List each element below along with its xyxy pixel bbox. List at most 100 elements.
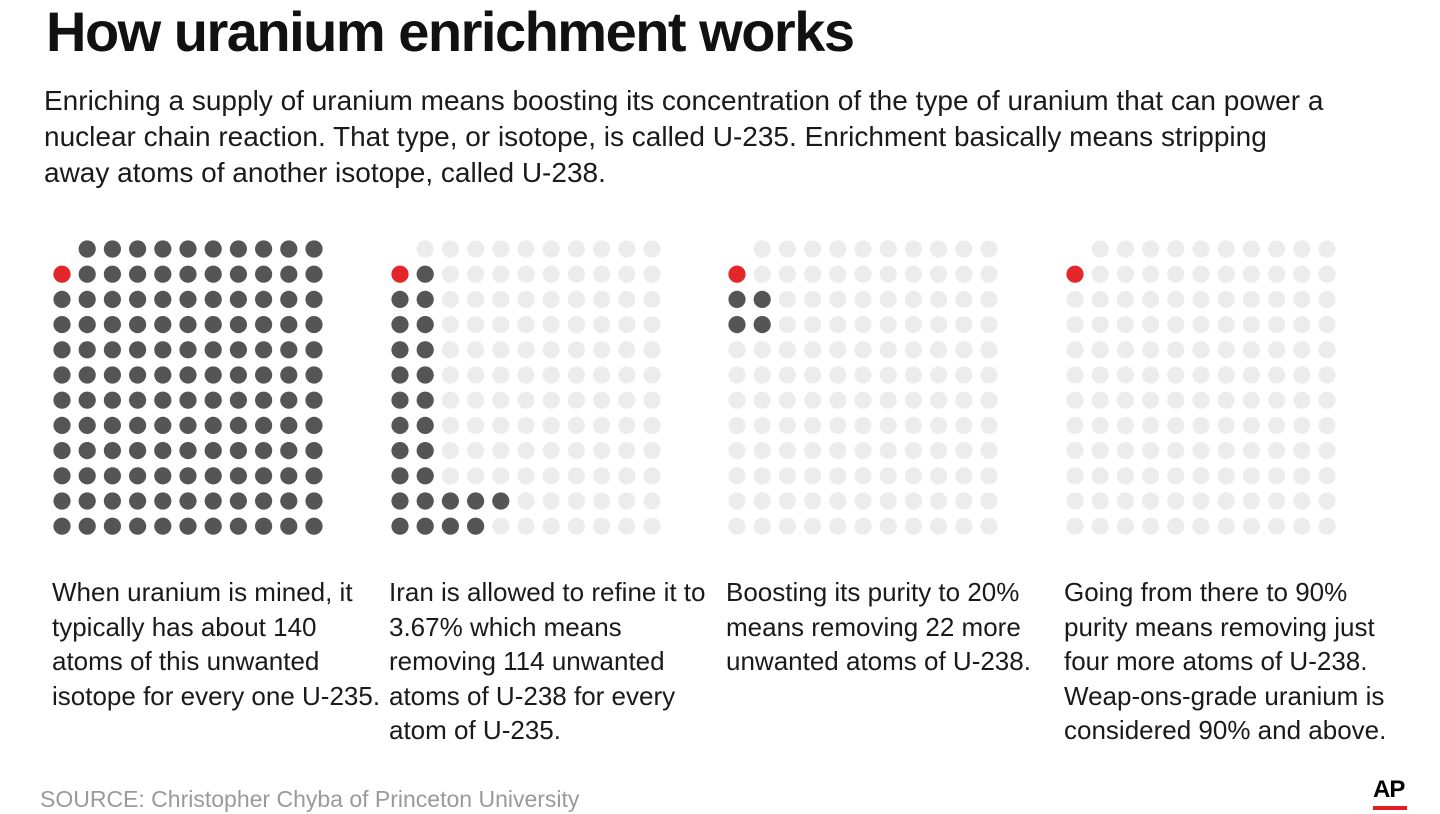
u238-atom: [305, 290, 323, 308]
u238-atom: [416, 290, 434, 308]
removed-u238-atom: [1116, 442, 1134, 460]
removed-u238-atom: [804, 442, 822, 460]
removed-u238-atom: [778, 467, 796, 485]
removed-u238-atom: [778, 391, 796, 409]
u238-atom: [305, 240, 323, 258]
removed-u238-atom: [593, 366, 611, 384]
removed-u238-atom: [1142, 467, 1160, 485]
removed-u238-atom: [441, 265, 459, 283]
u238-atom: [229, 517, 247, 535]
u238-atom: [305, 416, 323, 434]
removed-u238-atom: [567, 467, 585, 485]
removed-u238-atom: [930, 492, 948, 510]
removed-u238-atom: [1268, 467, 1286, 485]
removed-u238-atom: [517, 341, 535, 359]
u238-atom: [103, 265, 121, 283]
removed-u238-atom: [1167, 492, 1185, 510]
removed-u238-atom: [829, 416, 847, 434]
removed-u238-atom: [593, 517, 611, 535]
removed-u238-atom: [567, 391, 585, 409]
removed-u238-atom: [753, 391, 771, 409]
removed-u238-atom: [980, 316, 998, 334]
removed-u238-atom: [643, 467, 661, 485]
removed-u238-atom: [441, 341, 459, 359]
removed-u238-atom: [829, 366, 847, 384]
removed-u238-atom: [1293, 341, 1311, 359]
removed-u238-atom: [829, 442, 847, 460]
u238-atom: [103, 341, 121, 359]
removed-u238-atom: [643, 416, 661, 434]
removed-u238-atom: [1167, 366, 1185, 384]
u238-atom: [492, 492, 510, 510]
removed-u238-atom: [955, 416, 973, 434]
waffle-panel-20-percent: [727, 234, 1027, 564]
removed-u238-atom: [778, 316, 796, 334]
removed-u238-atom: [1091, 517, 1109, 535]
removed-u238-atom: [930, 517, 948, 535]
removed-u238-atom: [1192, 416, 1210, 434]
removed-u238-atom: [492, 416, 510, 434]
removed-u238-atom: [930, 290, 948, 308]
removed-u238-atom: [854, 240, 872, 258]
removed-u238-atom: [542, 492, 560, 510]
removed-u238-atom: [441, 391, 459, 409]
removed-u238-atom: [930, 240, 948, 258]
u238-atom: [305, 391, 323, 409]
removed-u238-atom: [955, 265, 973, 283]
removed-u238-atom: [567, 517, 585, 535]
u238-atom: [391, 290, 409, 308]
removed-u238-atom: [1268, 391, 1286, 409]
removed-u238-atom: [1116, 492, 1134, 510]
removed-u238-atom: [1091, 467, 1109, 485]
removed-u238-atom: [567, 240, 585, 258]
u235-atom: [1066, 265, 1084, 283]
removed-u238-atom: [955, 290, 973, 308]
removed-u238-atom: [955, 442, 973, 460]
removed-u238-atom: [1242, 442, 1260, 460]
u238-atom: [129, 265, 147, 283]
removed-u238-atom: [441, 442, 459, 460]
removed-u238-atom: [980, 492, 998, 510]
removed-u238-atom: [542, 240, 560, 258]
removed-u238-atom: [542, 416, 560, 434]
removed-u238-atom: [1192, 442, 1210, 460]
u238-atom: [255, 416, 273, 434]
removed-u238-atom: [542, 391, 560, 409]
removed-u238-atom: [1318, 517, 1336, 535]
removed-u238-atom: [517, 240, 535, 258]
removed-u238-atom: [778, 442, 796, 460]
removed-u238-atom: [643, 492, 661, 510]
removed-u238-atom: [1217, 316, 1235, 334]
u238-atom: [78, 290, 96, 308]
removed-u238-atom: [1293, 265, 1311, 283]
removed-u238-atom: [1167, 442, 1185, 460]
removed-u238-atom: [593, 467, 611, 485]
removed-u238-atom: [980, 416, 998, 434]
removed-u238-atom: [1091, 290, 1109, 308]
removed-u238-atom: [618, 341, 636, 359]
u238-atom: [103, 240, 121, 258]
removed-u238-atom: [1116, 240, 1134, 258]
u238-atom: [305, 517, 323, 535]
u238-atom: [305, 265, 323, 283]
u238-atom: [416, 416, 434, 434]
infographic-title: How uranium enrichment works: [46, 0, 855, 63]
removed-u238-atom: [492, 366, 510, 384]
u238-atom: [154, 316, 172, 334]
removed-u238-atom: [618, 240, 636, 258]
u238-atom: [53, 366, 71, 384]
u238-atom: [78, 391, 96, 409]
u238-atom: [753, 316, 771, 334]
removed-u238-atom: [829, 391, 847, 409]
u238-atom: [728, 290, 746, 308]
u238-atom: [280, 416, 298, 434]
removed-u238-atom: [804, 492, 822, 510]
u238-atom: [154, 442, 172, 460]
u238-atom: [391, 467, 409, 485]
removed-u238-atom: [904, 467, 922, 485]
u238-atom: [255, 366, 273, 384]
u238-atom: [53, 341, 71, 359]
u238-atom: [103, 391, 121, 409]
u238-atom: [53, 290, 71, 308]
removed-u238-atom: [804, 341, 822, 359]
